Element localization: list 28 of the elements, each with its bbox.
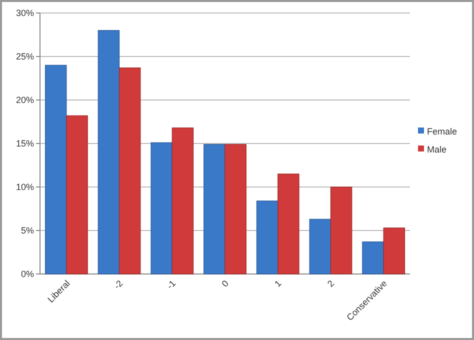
x-tick-label: 1 [272, 278, 284, 289]
legend-label: Male [427, 144, 447, 155]
bar [278, 174, 300, 274]
y-tick-label: 5% [20, 226, 34, 236]
bar [44, 64, 67, 274]
bar [66, 115, 88, 274]
bar [256, 200, 278, 274]
bar [383, 228, 406, 274]
x-tick-label: -2 [112, 278, 125, 292]
x-tick-label: 2 [326, 278, 336, 289]
bar [98, 30, 120, 274]
y-tick-label: 30% [16, 8, 34, 18]
y-tick-label: 15% [16, 138, 34, 149]
y-tick-label: 0% [20, 269, 34, 280]
y-tick-label: 10% [16, 182, 34, 192]
bar [204, 144, 226, 274]
y-tick-label: 20% [16, 95, 34, 106]
bar [150, 142, 172, 274]
bar [172, 128, 194, 274]
y-tick-label: 25% [16, 52, 34, 62]
x-tick-label: 0 [220, 278, 230, 289]
bar [362, 242, 384, 274]
legend-label: Female [427, 126, 458, 137]
bar [224, 144, 246, 274]
bar [309, 218, 332, 274]
x-tick-label: -1 [164, 278, 178, 292]
bar [118, 68, 141, 274]
bar [330, 186, 352, 274]
